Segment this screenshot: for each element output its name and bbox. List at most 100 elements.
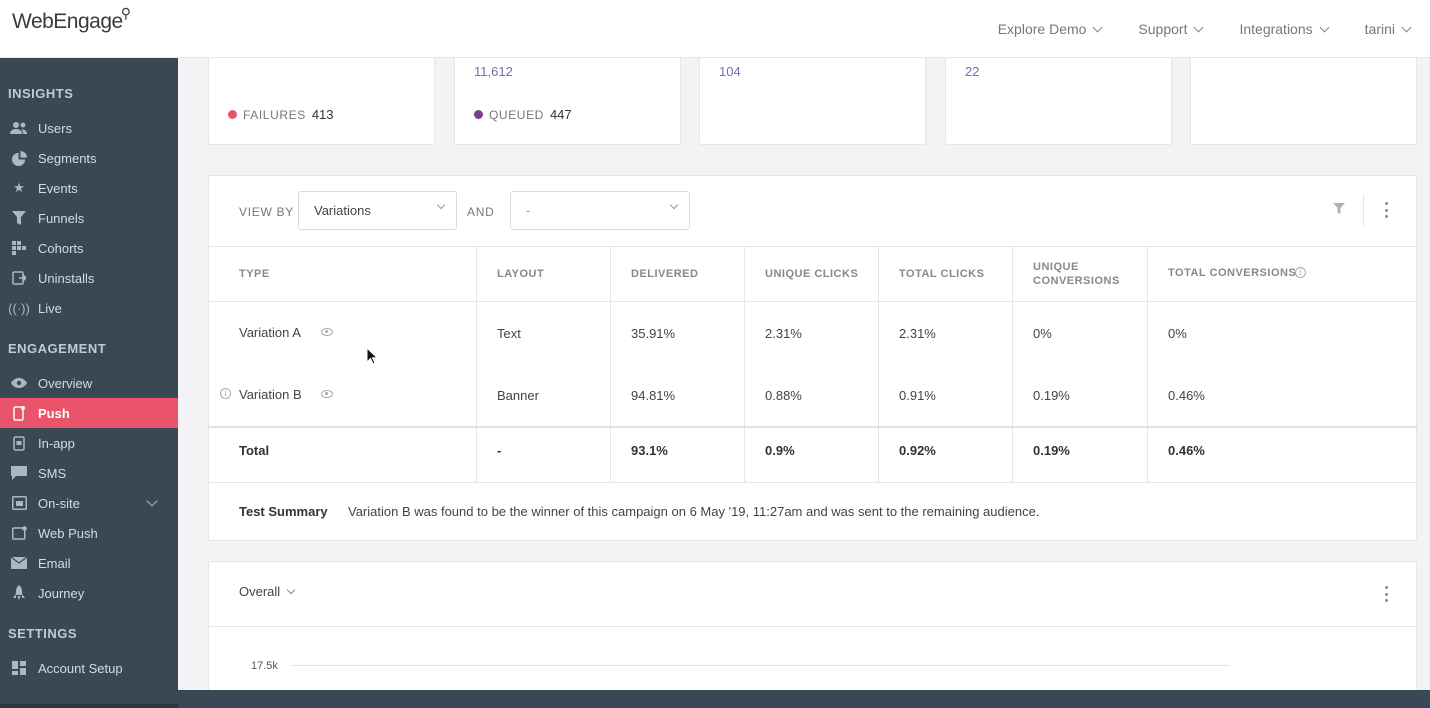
top-header: WebEngage⚲ Explore Demo Support Integrat… [0, 0, 1430, 58]
onsite-icon [10, 494, 28, 512]
rocket-icon [10, 584, 28, 602]
sidebar-item-funnels[interactable]: Funnels [0, 203, 178, 233]
eye-icon[interactable] [321, 390, 333, 398]
cell-layout: Text [497, 326, 521, 341]
nav-label: Integrations [1239, 21, 1313, 37]
logo-mark-icon: ⚲ [120, 5, 131, 21]
divider [209, 482, 1418, 483]
sidebar-item-label: Users [38, 120, 72, 136]
divider [209, 246, 1418, 247]
sidebar-item-label: Segments [38, 150, 97, 166]
sidebar-item-inapp[interactable]: In-app [0, 428, 178, 458]
broadcast-icon: ((·)) [8, 300, 30, 316]
col-header-layout: LAYOUT [497, 268, 545, 280]
sidebar-item-label: Cohorts [38, 240, 84, 256]
info-icon[interactable]: i [220, 388, 231, 399]
chart-gridline [291, 665, 1230, 666]
sidebar-item-uninstalls[interactable]: Uninstalls [0, 263, 178, 293]
sms-icon [10, 464, 28, 482]
view-by-value: Variations [314, 203, 371, 218]
sidebar-item-label: Email [38, 555, 71, 571]
cell-delivered: 94.81% [631, 388, 676, 403]
and-select[interactable]: - [510, 191, 690, 230]
cell-total-conversions: 0% [1168, 326, 1187, 341]
sidebar-item-journey[interactable]: Journey [0, 578, 178, 608]
stat-label: QUEUED [489, 107, 544, 122]
cell-total-conversions: 0.46% [1168, 443, 1205, 458]
nav-integrations[interactable]: Integrations [1239, 21, 1330, 37]
sidebar-item-label: Web Push [38, 525, 98, 541]
cell-type: Variation A [239, 325, 301, 340]
cell-layout: - [497, 443, 502, 458]
cell-type: Variation B [239, 387, 302, 402]
section-settings: SETTINGS [8, 626, 78, 641]
star-icon: ★ [13, 180, 25, 195]
stat-count: 447 [549, 107, 572, 122]
sidebar-item-users[interactable]: Users [0, 113, 178, 143]
stat-card-failures: FAILURES 413 [208, 50, 435, 145]
view-by-label: VIEW BY [239, 205, 294, 219]
sidebar-item-label: Journey [38, 585, 85, 601]
section-engagement: ENGAGEMENT [8, 341, 107, 356]
sidebar-item-cohorts[interactable]: Cohorts [0, 233, 178, 263]
cell-unique-conversions: 0.19% [1033, 388, 1070, 403]
cell-total-clicks: 0.91% [899, 388, 936, 403]
sidebar-item-account-setup[interactable]: Account Setup [0, 653, 178, 683]
overall-select[interactable]: Overall [239, 584, 296, 599]
col-header-unique-clicks: UNIQUE CLICKS [765, 268, 859, 280]
webpush-icon [10, 524, 28, 542]
info-icon[interactable]: i [1295, 267, 1306, 278]
sidebar-item-live[interactable]: ((·)) Live [0, 293, 178, 323]
sidebar-item-overview[interactable]: Overview [0, 368, 178, 398]
sidebar-item-events[interactable]: ★ Events [0, 173, 178, 203]
sidebar-item-label: Funnels [38, 210, 85, 226]
stat-card-3: 104 [699, 50, 926, 145]
sidebar-item-label: In-app [38, 435, 75, 451]
email-icon [10, 554, 28, 572]
sidebar-item-segments[interactable]: Segments [0, 143, 178, 173]
view-by-select[interactable]: Variations [298, 191, 457, 230]
divider [1363, 194, 1364, 226]
stat-value: 22 [965, 64, 980, 79]
chevron-down-icon [669, 200, 679, 210]
users-icon [10, 119, 28, 137]
nav-explore-demo[interactable]: Explore Demo [998, 21, 1103, 37]
webengage-logo[interactable]: WebEngage⚲ [12, 5, 132, 34]
filter-icon[interactable] [1333, 202, 1347, 216]
col-header-unique-conversions: UNIQUE CONVERSIONS [1033, 261, 1120, 287]
uninstall-icon [10, 269, 28, 287]
table-more-icon[interactable] [1384, 202, 1388, 218]
col-divider [744, 246, 745, 482]
stat-value: 104 [719, 64, 741, 79]
and-value: - [526, 203, 531, 218]
sidebar-item-email[interactable]: Email [0, 548, 178, 578]
top-nav: Explore Demo Support Integrations tarini [961, 0, 1412, 58]
nav-support[interactable]: Support [1138, 21, 1204, 37]
stat-count: 413 [311, 107, 334, 122]
chevron-down-icon[interactable] [146, 495, 158, 507]
logo-text: WebEngage [12, 10, 123, 33]
sidebar-item-label: Account Setup [38, 660, 123, 676]
cell-total-clicks: 2.31% [899, 326, 936, 341]
col-divider [1012, 246, 1013, 482]
sidebar-item-label: Live [38, 300, 62, 316]
col-divider [476, 246, 477, 482]
variations-table-card: VIEW BY Variations AND - TYPE LAYOUT DEL… [208, 175, 1418, 541]
failures-dot-icon [228, 110, 237, 119]
queued-stat: QUEUED 447 [474, 107, 572, 122]
sidebar-item-sms[interactable]: SMS [0, 458, 178, 488]
col-header-total-conversions: TOTAL CONVERSIONS [1168, 267, 1297, 279]
section-insights: INSIGHTS [8, 86, 74, 101]
sidebar-item-onsite[interactable]: On-site [0, 488, 178, 518]
sidebar-scrollbar[interactable] [0, 704, 178, 708]
nav-user-menu[interactable]: tarini [1365, 21, 1412, 37]
chart-more-icon[interactable] [1384, 586, 1388, 602]
grid-icon [10, 239, 28, 257]
col-header-type: TYPE [239, 268, 270, 280]
eye-icon[interactable] [321, 328, 333, 336]
cell-unique-conversions: 0.19% [1033, 443, 1070, 458]
sidebar-item-webpush[interactable]: Web Push [0, 518, 178, 548]
sidebar-item-push[interactable]: Push [0, 398, 178, 428]
stat-value: 11,612 [474, 64, 513, 79]
col-divider [878, 246, 879, 482]
